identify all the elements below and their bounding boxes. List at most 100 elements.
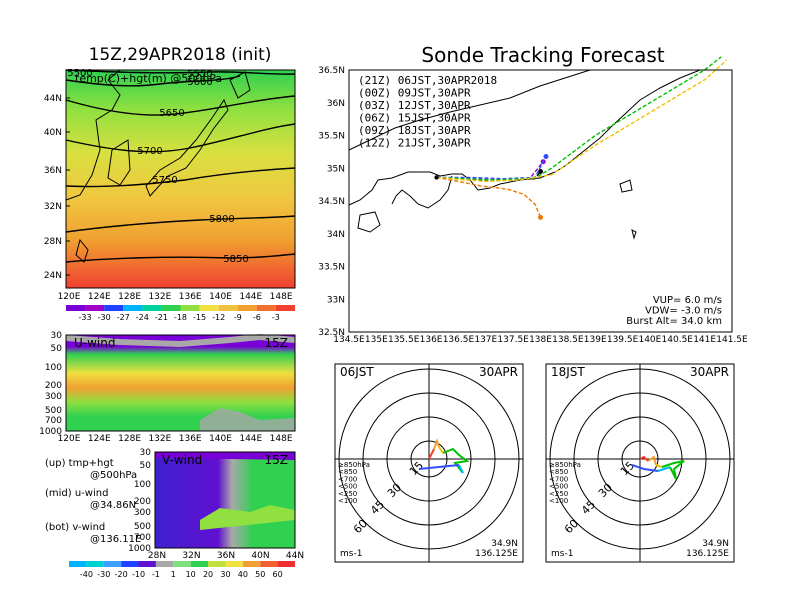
track-lon-tick: 138E [529, 335, 552, 345]
colorbar-label: -24 [136, 313, 149, 322]
kii-coast [391, 175, 453, 209]
colorbar-swatch [86, 561, 104, 567]
note-line2: @136.11E [90, 534, 141, 545]
height-contour [65, 215, 296, 233]
level-legend: <250 [338, 490, 357, 498]
track-lon-tick: 140.5E [662, 335, 694, 345]
legend-entry: (03Z) 12JST,30APR [358, 99, 471, 112]
track-frame [348, 69, 733, 333]
hodograph-lat: 34.9N [491, 539, 518, 549]
track-title: Sonde Tracking Forecast [421, 43, 664, 67]
colorbar-label: -20 [115, 570, 128, 579]
track-lon-tick: 141E [693, 335, 716, 345]
track-lat-tick: 36N [327, 99, 345, 109]
sonde-track-line [436, 56, 722, 181]
colorbar-label: -12 [212, 313, 225, 322]
sonde-track-line [436, 156, 547, 180]
note-line1: (mid) u-wind [45, 488, 108, 499]
colorbar-label: 60 [273, 570, 283, 579]
colorbar-swatch [277, 561, 295, 567]
contour-label: 5650 [159, 108, 184, 119]
colorbar-swatch [180, 305, 200, 311]
colorbar-swatch [256, 305, 276, 311]
map-frame [65, 69, 296, 289]
sonde-track-line [436, 59, 727, 183]
hodograph-trace [458, 464, 464, 474]
launch-param: VUP= 6.0 m/s [653, 295, 722, 306]
colorbar-label: -6 [253, 313, 261, 322]
track-lon-tick: 139.5E [607, 335, 639, 345]
v-wind-p-tick: 1000 [128, 544, 151, 554]
map-lon-tick: 132E [148, 292, 171, 302]
u-wind-p-tick: 300 [45, 392, 62, 402]
v-wind-p-tick: 50 [140, 461, 152, 471]
colorbar-label: -18 [174, 313, 187, 322]
map-label: temp(C)+hgt(m) @500hPa [75, 72, 222, 85]
track-lon-tick: 135.5E [388, 335, 420, 345]
colorbar-label: -30 [97, 570, 110, 579]
honshu-south-coast [348, 69, 701, 206]
height-contour [65, 123, 296, 153]
colorbar-label: 30 [220, 570, 230, 579]
u-wind-label: U-wind [74, 336, 115, 350]
track-lat-tick: 32.5N [318, 328, 345, 338]
colorbar-swatch [225, 561, 243, 567]
track-lat-tick: 33.5N [318, 263, 345, 273]
track-lon-tick: 137E [474, 335, 497, 345]
colorbar-swatch [123, 305, 143, 311]
temp-colorbar: -33 -30 -27 -24 -21 -18 -15 -12 -9 -6 -3 [66, 305, 295, 322]
v-wind-p-tick: 30 [140, 448, 152, 458]
track-lon-tick: 134.5E [333, 335, 365, 345]
level-legend: ≥850hPa [549, 461, 581, 469]
hodograph-trace [433, 438, 440, 450]
v-wind-p-tick: 200 [134, 497, 151, 507]
v-wind-field [155, 452, 295, 548]
level-legend: <700 [549, 475, 568, 483]
u-wind-lon-tick: 140E [209, 434, 232, 444]
track-lat-tick: 35N [327, 164, 345, 174]
colorbar-swatch [218, 305, 238, 311]
track-map: 36.5N 36N 35.5N 35N 34.5N 34N 33.5N 33N 32.5N 13… [318, 56, 748, 345]
colorbar-label: 20 [203, 570, 213, 579]
legend-entry: (12Z) 21JST,30APR [358, 137, 471, 150]
landing-point [538, 169, 543, 175]
u-wind-lon-tick: 144E [239, 434, 262, 444]
colorbar-label: -1 [152, 570, 160, 579]
colorbar-swatch [103, 561, 122, 567]
hokkaido-coastline [229, 71, 251, 99]
launch-point [434, 175, 439, 180]
height-contour [65, 69, 296, 75]
asia-coastline [65, 69, 122, 201]
colorbar-swatch [275, 305, 295, 311]
colorbar-label: -9 [234, 313, 242, 322]
sonde-tracks [434, 56, 727, 220]
colorbar-label: -10 [132, 570, 145, 579]
map-lon-tick: 136E [179, 292, 202, 302]
u-wind-lon-tick: 124E [88, 434, 111, 444]
legend-entry: (00Z) 09JST,30APR [358, 87, 471, 100]
landing-point [543, 153, 549, 159]
v-wind-p-tick: 300 [134, 508, 151, 518]
hodograph-unit: ms-1 [551, 549, 573, 559]
track-lon-tick: 138.5E [552, 335, 584, 345]
note-line1: (up) tmp+hgt [45, 458, 114, 469]
track-lon-tick: 141.5E [716, 335, 748, 345]
korea-coastline [107, 139, 131, 186]
height-contour [65, 95, 296, 116]
height-contour [65, 167, 296, 188]
legend-entry: (06Z) 15JST,30APR [358, 112, 471, 125]
note-line2: @34.86N [90, 500, 136, 511]
level-legend: <500 [338, 483, 357, 491]
level-legend: ≥850hPa [338, 461, 370, 469]
japan-coastline [145, 98, 229, 197]
honshu-north-coast [348, 69, 591, 151]
u-wind-lon-tick: 128E [118, 434, 141, 444]
colorbar-swatch [104, 305, 124, 311]
hodograph-lon: 136.125E [475, 549, 518, 559]
colorbar-swatch [199, 305, 219, 311]
map-lon-tick: 144E [239, 292, 262, 302]
hodograph-unit: ms-1 [340, 549, 362, 559]
colorbar-swatch [237, 305, 257, 311]
